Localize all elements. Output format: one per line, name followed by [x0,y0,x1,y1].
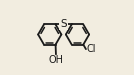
Text: S: S [60,19,67,29]
Text: Cl: Cl [86,44,96,54]
Text: OH: OH [48,55,63,65]
